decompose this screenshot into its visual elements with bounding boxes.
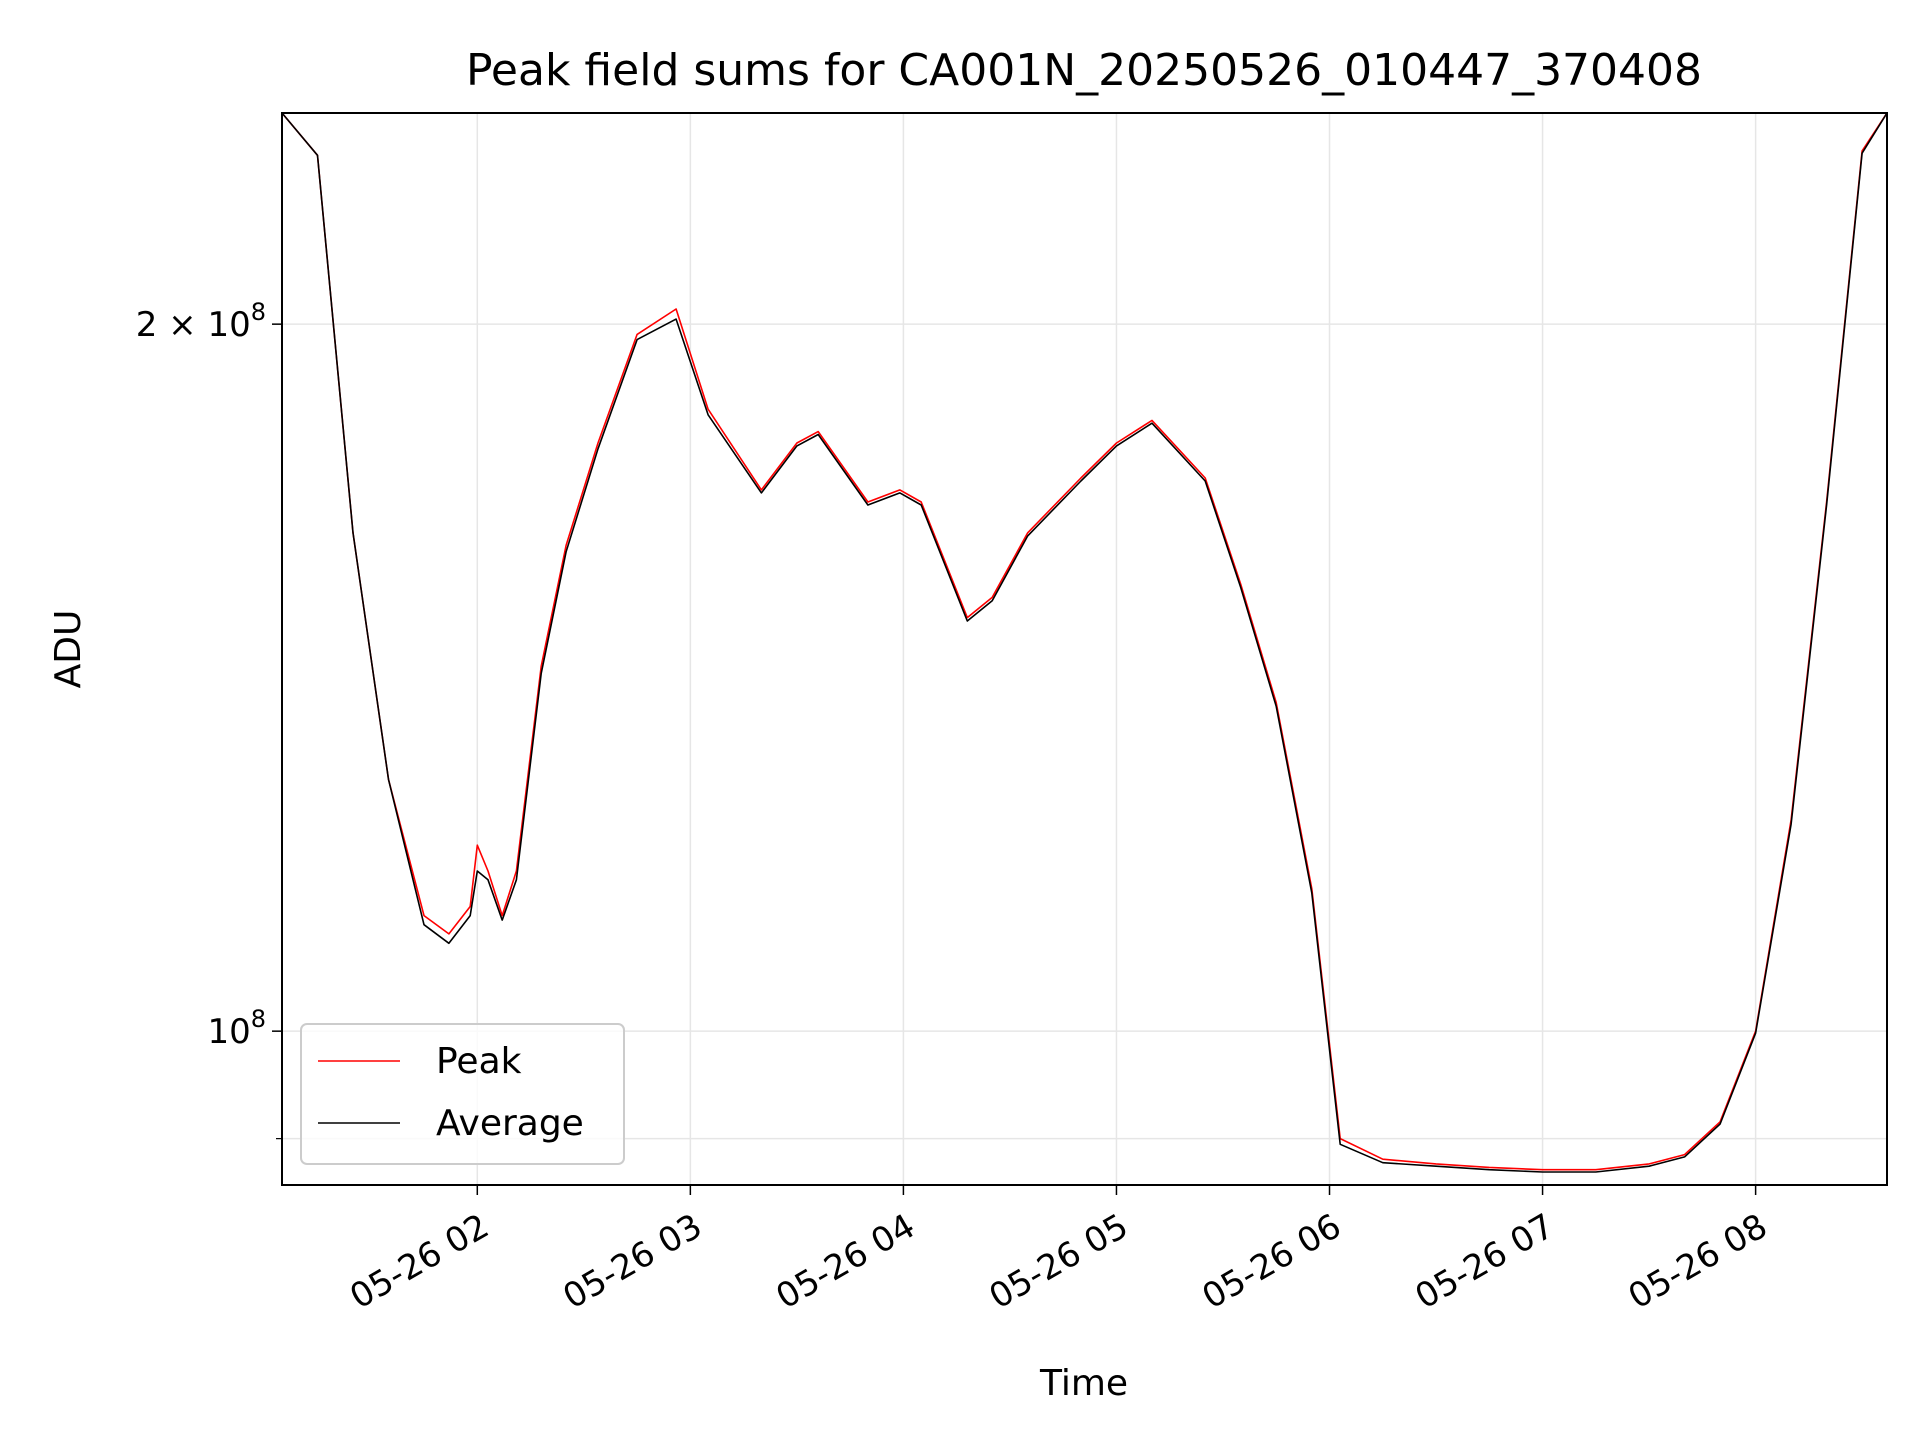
series-lines xyxy=(281,112,1888,1173)
legend: Peak Average xyxy=(300,1023,625,1165)
y-axis-label: ADU xyxy=(48,610,89,689)
chart-title: Peak field sums for CA001N_20250526_0104… xyxy=(466,45,1702,96)
y-axis-ticks: 2 × 108 108 xyxy=(136,298,282,1140)
plot-frame xyxy=(281,112,1888,1186)
legend-box xyxy=(300,1023,625,1165)
series-line-peak xyxy=(281,112,1888,1171)
legend-label-average: Average xyxy=(436,1103,584,1144)
y-tick-label: 108 xyxy=(207,1005,266,1052)
x-axis-label: Time xyxy=(1039,1363,1128,1404)
y-tick-label: 2 × 108 xyxy=(136,298,266,345)
legend-label-peak: Peak xyxy=(436,1041,522,1082)
grid xyxy=(282,113,1887,1185)
series-line-average xyxy=(281,112,1888,1173)
